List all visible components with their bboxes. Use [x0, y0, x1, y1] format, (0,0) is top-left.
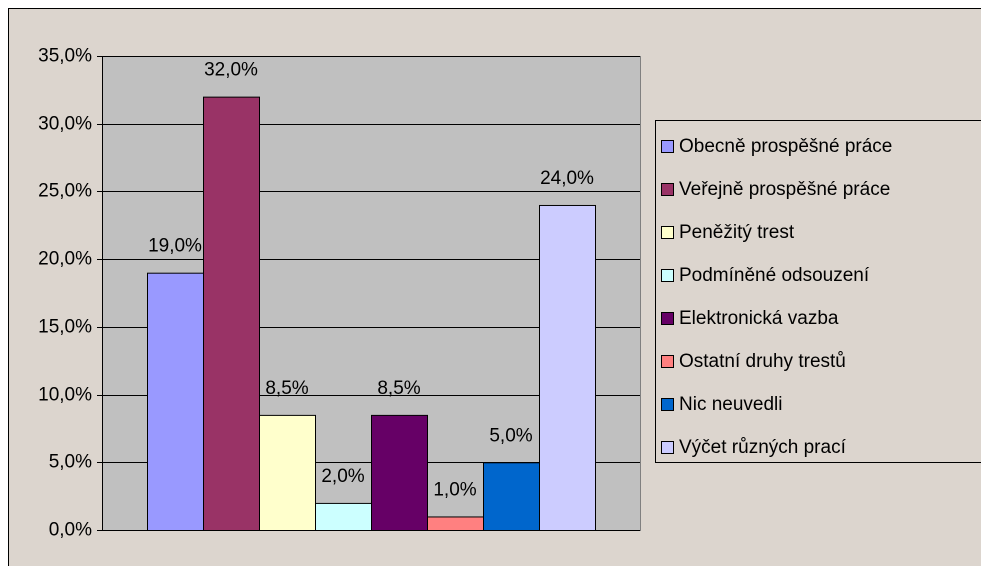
data-label: 1,0% [433, 479, 476, 500]
legend-swatch [661, 226, 674, 239]
data-label: 8,5% [265, 378, 308, 399]
legend-swatch [661, 398, 674, 411]
y-tick-label: 5,0% [49, 452, 92, 473]
bar [539, 204, 596, 531]
legend-label: Výčet různých prací [679, 437, 847, 458]
legend-label: Elektronická vazba [679, 308, 839, 329]
bar [315, 502, 372, 531]
bar [427, 516, 484, 532]
legend-label: Ostatní druhy trestů [679, 351, 846, 372]
legend [655, 120, 981, 463]
y-tick-label: 20,0% [38, 249, 92, 270]
legend-swatch [661, 312, 674, 325]
legend-label: Veřejně prospěšné práce [679, 179, 890, 200]
y-tick-label: 35,0% [38, 46, 92, 67]
legend-label: Nic neuvedli [679, 394, 783, 415]
legend-swatch [661, 355, 674, 368]
data-label: 5,0% [489, 425, 532, 446]
y-tick-label: 30,0% [38, 114, 92, 135]
bar [371, 414, 428, 531]
bar [483, 462, 540, 531]
data-label: 2,0% [321, 466, 364, 487]
data-label: 8,5% [377, 378, 420, 399]
legend-label: Peněžitý trest [679, 222, 795, 243]
legend-swatch [661, 269, 674, 282]
legend-swatch [661, 441, 674, 454]
data-label: 32,0% [204, 60, 258, 81]
data-label: 24,0% [540, 168, 594, 189]
y-tick-label: 15,0% [38, 317, 92, 338]
legend-label: Podmíněné odsouzení [679, 265, 870, 286]
data-label: 19,0% [148, 236, 202, 257]
legend-label: Obecně prospěšné práce [679, 136, 892, 157]
bar [147, 272, 204, 531]
legend-swatch [661, 183, 674, 196]
bar [203, 96, 260, 531]
legend-swatch [661, 140, 674, 153]
y-tick-label: 0,0% [49, 520, 92, 541]
y-tick-label: 25,0% [38, 181, 92, 202]
bar [259, 414, 316, 531]
y-tick-label: 10,0% [38, 385, 92, 406]
